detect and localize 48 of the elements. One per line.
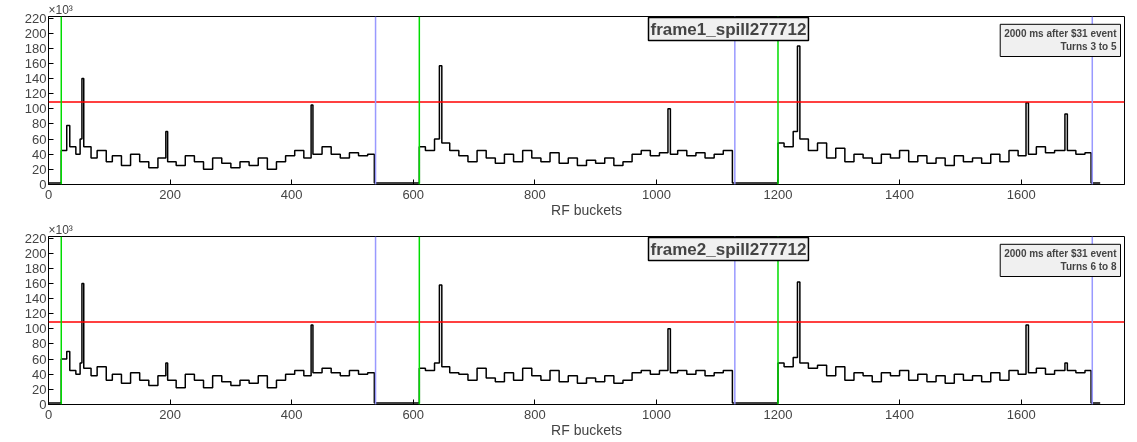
chart-title: frame2_spill277712 bbox=[650, 239, 807, 259]
y-tick-label: 60 bbox=[32, 131, 47, 147]
x-tick-label: 1000 bbox=[641, 406, 671, 422]
x-tick-label: 1600 bbox=[1006, 186, 1036, 202]
annotation: 2000 ms after $31 event bbox=[1004, 248, 1118, 260]
x-tick-label: 1200 bbox=[763, 406, 793, 422]
annotation: 2000 ms after $31 event bbox=[1004, 28, 1118, 40]
x-tick-label: 400 bbox=[280, 186, 303, 202]
y-tick-label: 200 bbox=[24, 25, 47, 41]
y-tick-label: 140 bbox=[24, 71, 47, 87]
y-tick-label: 120 bbox=[24, 306, 47, 322]
y-tick-label: 60 bbox=[32, 351, 47, 367]
y-tick-label: 40 bbox=[32, 366, 47, 382]
x-tick-label: 1400 bbox=[885, 406, 915, 422]
x-axis-title: RF buckets bbox=[551, 201, 622, 218]
annotation: Turns 3 to 5 bbox=[1060, 41, 1117, 53]
y-tick-label: 100 bbox=[24, 101, 47, 117]
y-tick-label: 120 bbox=[24, 86, 47, 102]
y-tick-label: 20 bbox=[32, 161, 47, 177]
y-tick-label: 100 bbox=[24, 321, 47, 337]
x-tick-label: 200 bbox=[159, 186, 181, 202]
y-tick-label: 20 bbox=[32, 381, 47, 397]
x-tick-label: 1000 bbox=[641, 186, 671, 202]
y-tick-label: 220 bbox=[24, 10, 47, 26]
y-tick-label: 200 bbox=[24, 245, 47, 261]
x-tick-label: 800 bbox=[523, 186, 546, 202]
y-tick-label: 140 bbox=[24, 291, 47, 307]
text: ×10³ bbox=[48, 222, 73, 237]
y-tick-label: 80 bbox=[32, 116, 47, 132]
y-tick-label: 160 bbox=[24, 275, 47, 291]
x-tick-label: 800 bbox=[523, 406, 546, 422]
y-tick-label: 160 bbox=[24, 55, 47, 71]
x-axis-title: RF buckets bbox=[551, 421, 622, 438]
annotation: Turns 6 to 8 bbox=[1060, 261, 1117, 273]
y-tick-label: 80 bbox=[32, 336, 47, 352]
x-tick-label: 1600 bbox=[1006, 406, 1036, 422]
x-tick-label: 200 bbox=[159, 406, 181, 422]
text: ×10³ bbox=[48, 2, 73, 17]
x-tick-label: 400 bbox=[280, 406, 303, 422]
x-tick-label: 1400 bbox=[885, 186, 915, 202]
y-tick-label: 180 bbox=[24, 40, 47, 56]
y-tick-label: 180 bbox=[24, 260, 47, 276]
x-tick-label: 600 bbox=[402, 406, 425, 422]
x-tick-label: 1200 bbox=[763, 186, 793, 202]
y-tick-label: 220 bbox=[24, 230, 47, 246]
x-tick-label: 600 bbox=[402, 186, 425, 202]
y-tick-label: 40 bbox=[32, 146, 47, 162]
chart-title: frame1_spill277712 bbox=[650, 19, 807, 39]
